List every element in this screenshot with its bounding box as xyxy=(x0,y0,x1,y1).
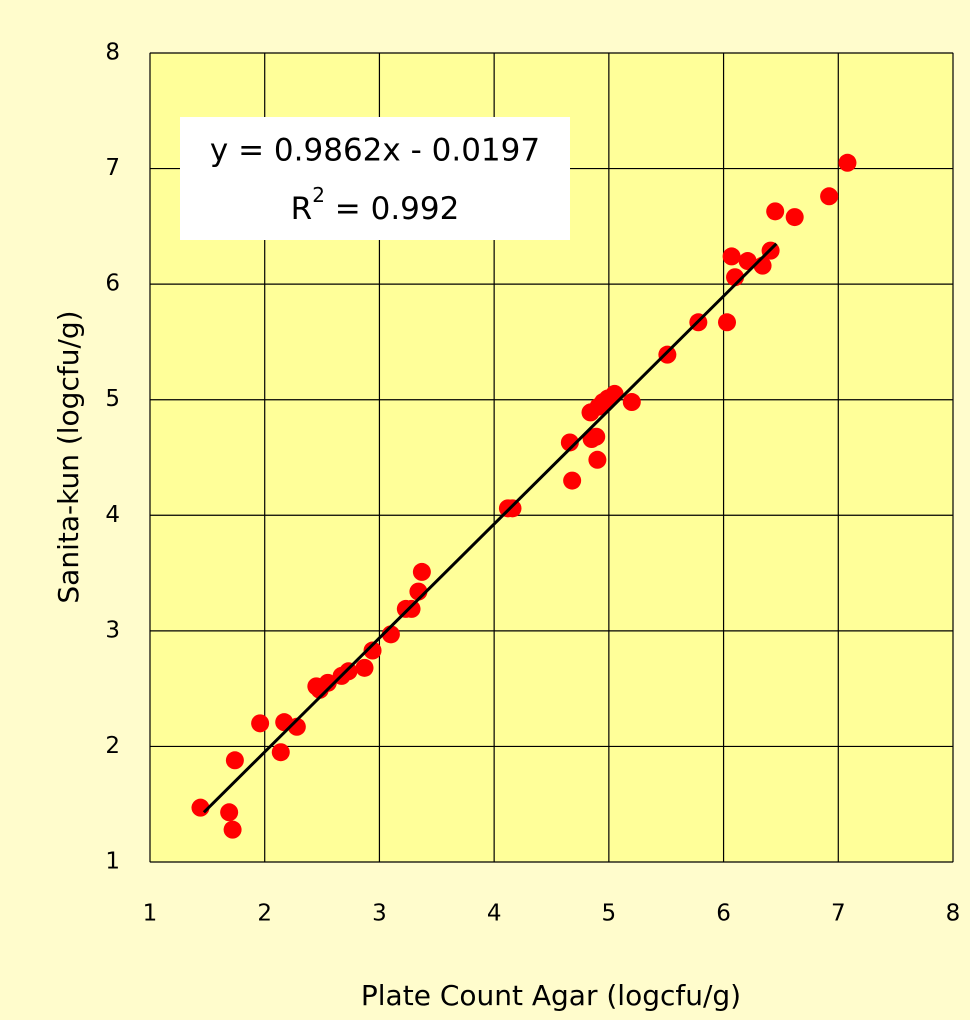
point xyxy=(560,433,579,452)
point xyxy=(766,202,785,221)
point xyxy=(339,662,358,681)
x-axis-title: Plate Count Agar (logcfu/g) xyxy=(361,979,741,1012)
point xyxy=(287,717,306,736)
point xyxy=(412,562,431,581)
y-tick-label: 8 xyxy=(105,40,120,66)
r-sup: 2 xyxy=(312,183,325,207)
point xyxy=(658,345,677,364)
point xyxy=(251,714,270,733)
x-tick-label: 4 xyxy=(487,901,502,927)
point xyxy=(785,208,804,227)
point xyxy=(820,187,839,206)
y-tick-label: 7 xyxy=(105,155,120,181)
point xyxy=(587,427,606,446)
y-axis-title: Sanita-kun (logcfu/g) xyxy=(52,310,85,603)
point xyxy=(225,751,244,770)
point xyxy=(563,471,582,490)
point xyxy=(738,252,757,271)
y-tick-label: 1 xyxy=(105,849,120,875)
point xyxy=(271,743,290,762)
x-tick-label: 8 xyxy=(946,901,961,927)
point xyxy=(722,247,741,266)
point xyxy=(318,673,337,692)
x-tick-label: 6 xyxy=(716,901,731,927)
point xyxy=(223,820,242,839)
r-squared: R2 = 0.992 xyxy=(291,183,460,227)
annotation-box xyxy=(180,117,570,240)
y-tick-label: 4 xyxy=(105,502,120,528)
y-tick-label: 6 xyxy=(105,271,120,297)
point xyxy=(588,450,607,469)
x-tick-label: 7 xyxy=(831,901,846,927)
x-tick-label: 2 xyxy=(257,901,272,927)
x-tick-label: 1 xyxy=(143,901,158,927)
point xyxy=(503,499,522,518)
point xyxy=(355,658,374,677)
r-rest: = 0.992 xyxy=(325,191,459,227)
point xyxy=(838,153,857,172)
equation: y = 0.9862x - 0.0197 xyxy=(210,133,540,169)
r-base: R xyxy=(291,191,313,227)
trend-line xyxy=(202,242,778,814)
y-tick-label: 3 xyxy=(105,617,120,643)
x-tick-label: 3 xyxy=(372,901,387,927)
point xyxy=(402,599,421,618)
point xyxy=(605,384,624,403)
point xyxy=(220,803,239,822)
point xyxy=(718,313,737,332)
point xyxy=(622,393,641,412)
y-tick-label: 5 xyxy=(105,386,120,412)
y-tick-label: 2 xyxy=(105,733,120,759)
point xyxy=(363,641,382,660)
x-tick-label: 5 xyxy=(602,901,617,927)
